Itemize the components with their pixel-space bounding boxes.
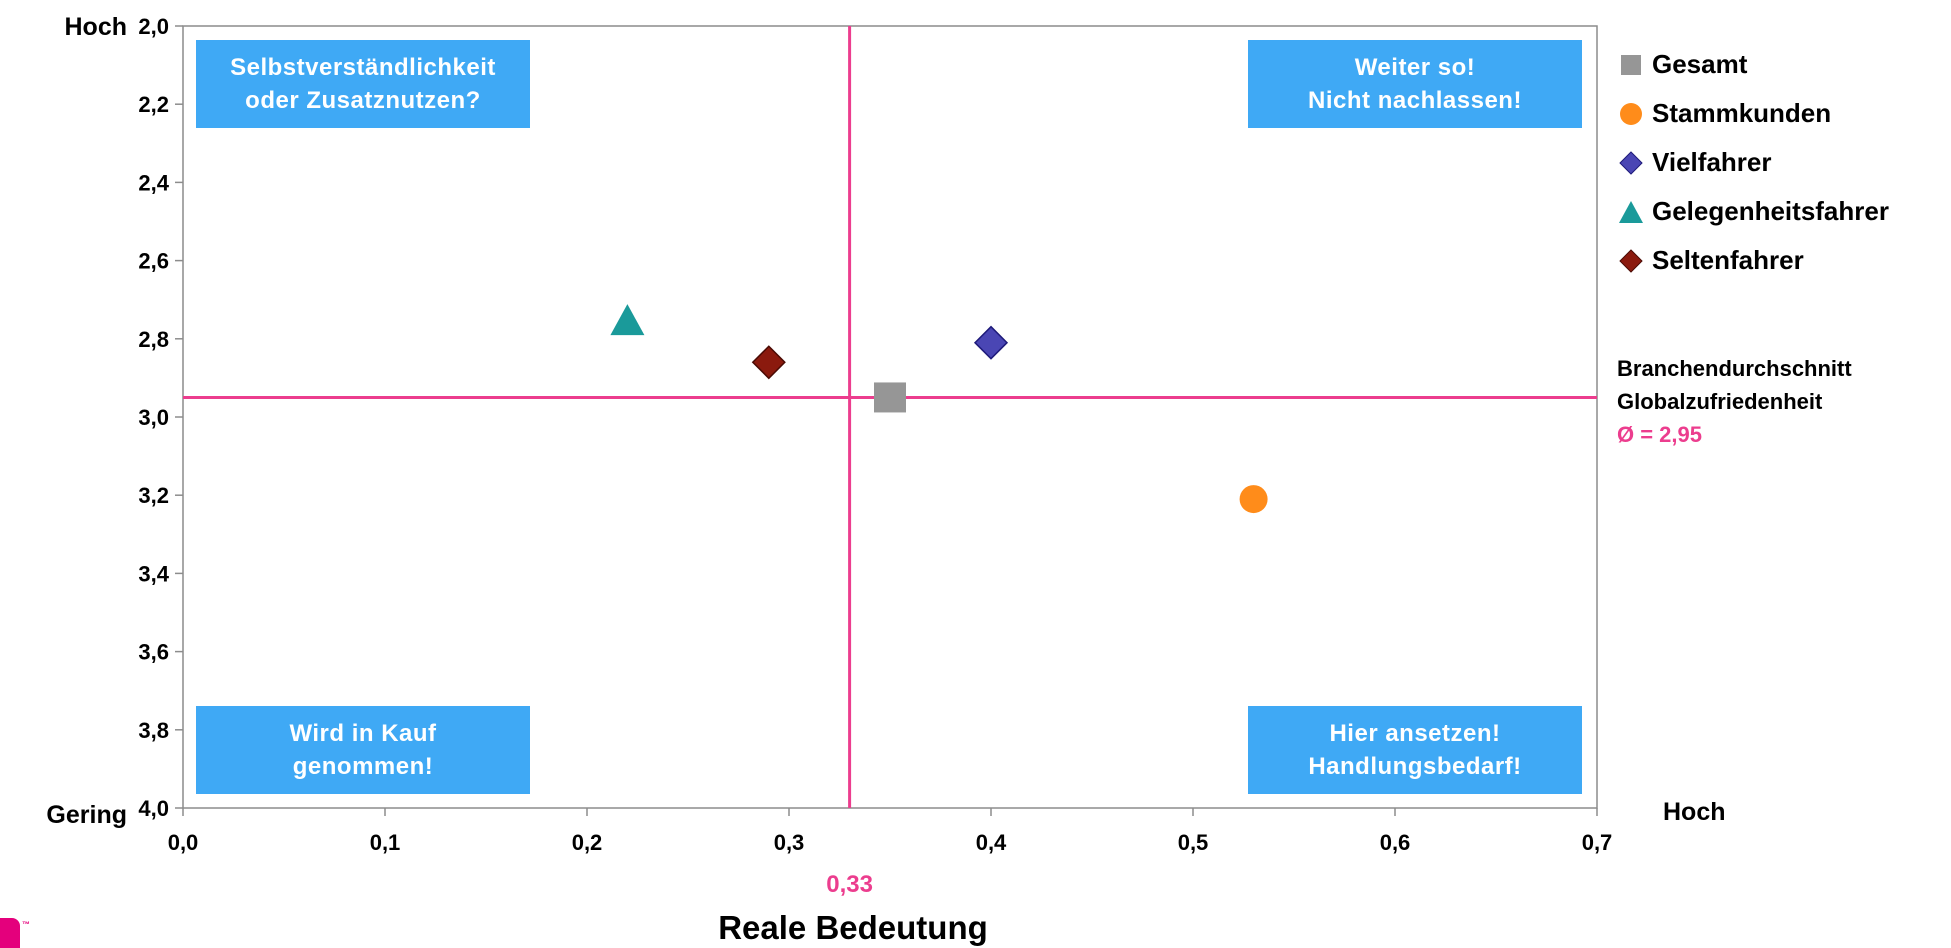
y-top-label: Hoch [65, 13, 128, 41]
y-bottom-label: Gering [46, 801, 127, 829]
diamond-marker-icon [1619, 248, 1643, 273]
x-tick-label: 0,7 [1582, 830, 1613, 855]
x-tick-label: 0,1 [370, 830, 401, 855]
y-tick-label: 2,2 [138, 92, 169, 117]
legend-item-seltenfahrer: Seltenfahrer [1618, 236, 1889, 285]
industry-average-note: Branchendurchschnitt Globalzufriedenheit… [1617, 352, 1852, 451]
quadrant-label-line: Hier ansetzen! [1329, 720, 1501, 747]
quadrant-label-line: oder Zusatznutzen? [245, 87, 481, 114]
y-tick-label: 2,6 [138, 249, 169, 274]
x-tick-label: 0,2 [572, 830, 603, 855]
quadrant-label-line: Nicht nachlassen! [1308, 87, 1522, 114]
legend-item-gelegenheitsfahrer: Gelegenheitsfahrer [1618, 187, 1889, 236]
data-point-seltenfahrer [751, 345, 786, 380]
legend-label: Stammkunden [1652, 98, 1832, 128]
legend-item-stammkunden: Stammkunden [1618, 89, 1889, 138]
y-tick-label: 3,8 [138, 718, 169, 743]
legend-label: Vielfahrer [1652, 147, 1772, 177]
quadrant-label-line: Weiter so! [1354, 54, 1476, 81]
y-tick-label: 3,0 [138, 405, 169, 430]
legend-item-vielfahrer: Vielfahrer [1618, 138, 1889, 187]
plot-area-frame [182, 25, 1598, 809]
side-note-value: Ø = 2,95 [1617, 422, 1703, 447]
data-point-stammkunden [1239, 485, 1268, 514]
triangle-marker-icon [1619, 200, 1643, 223]
diamond-marker-icon [1619, 150, 1643, 175]
quadrant-label-bottom-left: Wird in Kauf genommen! [196, 706, 530, 794]
data-point-gesamt [874, 382, 906, 413]
quadrant-label-top-right: Weiter so! Nicht nachlassen! [1248, 40, 1582, 128]
reference-x-label: 0,33 [826, 871, 873, 898]
quadrant-label-line: Selbstverständlichkeit [230, 54, 496, 81]
legend-label: Gesamt [1652, 49, 1748, 79]
legend-label: Seltenfahrer [1652, 245, 1804, 275]
legend-label: Gelegenheitsfahrer [1652, 196, 1889, 226]
square-marker-icon [1621, 54, 1641, 75]
data-point-gelegenheitsfahrer [610, 304, 645, 336]
y-tick-label: 2,4 [138, 170, 169, 195]
y-tick-label: 2,0 [138, 14, 169, 39]
x-tick-label: 0,4 [976, 830, 1007, 855]
x-tick-label: 0,3 [774, 830, 805, 855]
legend-item-gesamt: Gesamt [1618, 40, 1889, 89]
quadrant-label-line: genommen! [292, 753, 434, 780]
y-tick-label: 2,8 [138, 327, 169, 352]
chart-legend: Gesamt Stammkunden Vielfahrer Gelegenhei… [1618, 40, 1889, 285]
quadrant-label-bottom-right: Hier ansetzen! Handlungsbedarf! [1248, 706, 1582, 794]
x-tick-label: 0,0 [168, 830, 199, 855]
y-tick-label: 3,6 [138, 640, 169, 665]
quadrant-label-line: Handlungsbedarf! [1308, 753, 1522, 780]
side-note-line: Globalzufriedenheit [1617, 389, 1823, 414]
brand-logo [0, 918, 20, 948]
x-right-label: Hoch [1663, 798, 1726, 826]
y-tick-label: 3,2 [138, 483, 169, 508]
quadrant-label-line: Wird in Kauf [289, 720, 437, 747]
y-tick-label: 3,4 [138, 561, 169, 586]
trademark-mark: ™ [22, 920, 30, 929]
quadrant-label-top-left: Selbstverständlichkeit oder Zusatznutzen… [196, 40, 530, 128]
x-axis-title: Reale Bedeutung [718, 909, 988, 946]
side-note-line: Branchendurchschnitt [1617, 356, 1852, 381]
data-point-vielfahrer [973, 325, 1009, 360]
x-tick-label: 0,5 [1178, 830, 1209, 855]
circle-marker-icon [1620, 102, 1642, 125]
y-tick-label: 4,0 [138, 796, 169, 821]
x-tick-label: 0,6 [1380, 830, 1411, 855]
